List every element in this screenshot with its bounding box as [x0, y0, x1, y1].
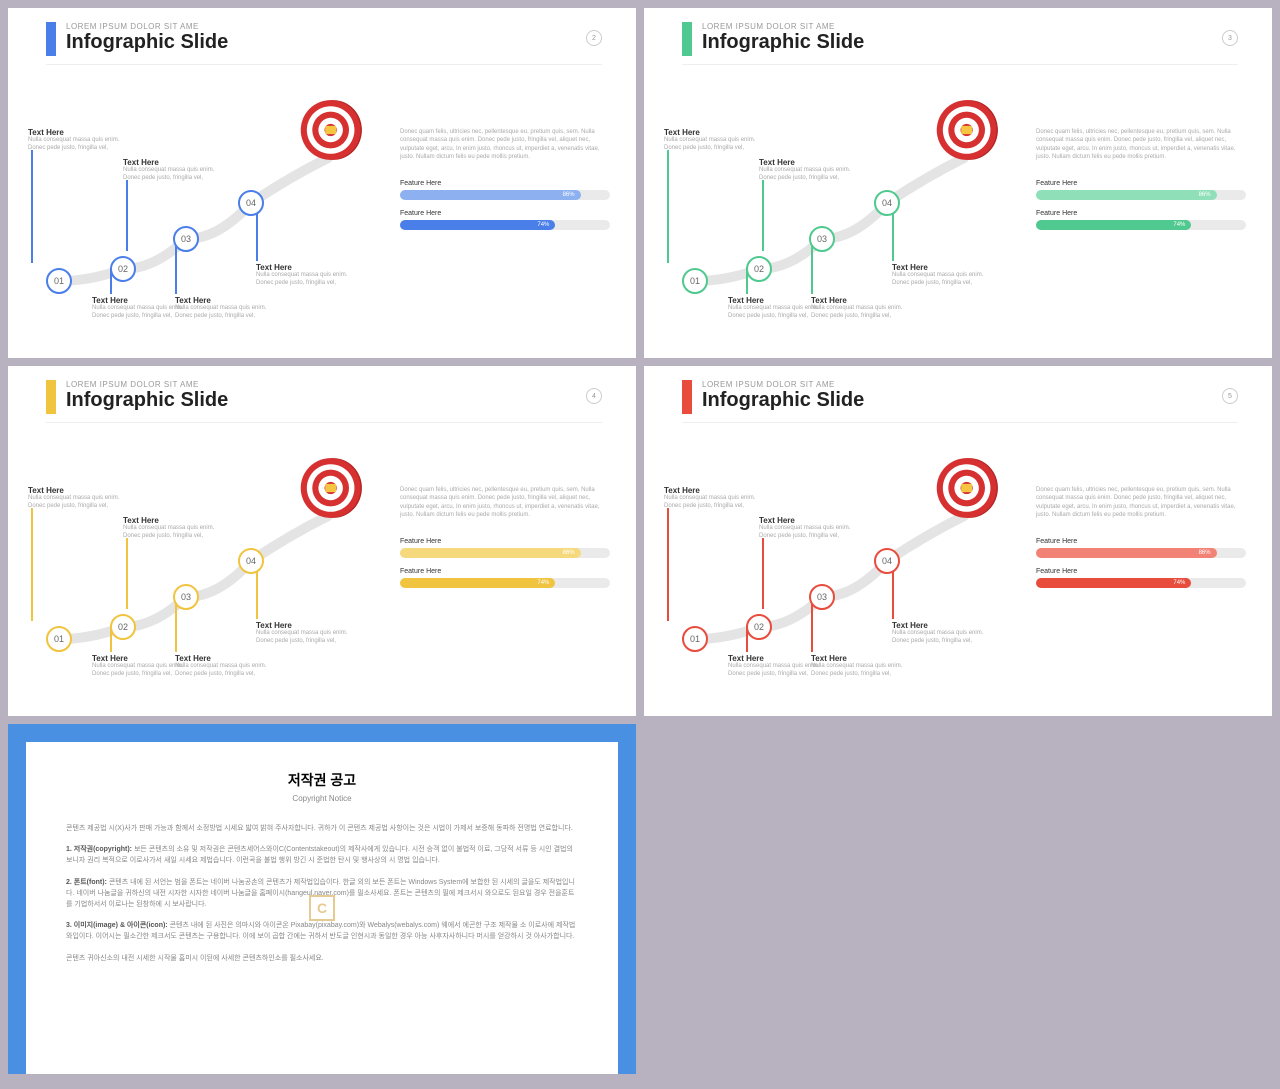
step-line [762, 180, 764, 251]
progress-bar-bg: 74% [400, 220, 610, 230]
right-panel: Donec quam felis, ultricies nec, pellent… [400, 128, 610, 240]
feature-label: Feature Here [400, 538, 610, 545]
feature-label: Feature Here [1036, 538, 1246, 545]
step-circle-02: 02 [110, 614, 136, 640]
copyright-slide: 저작권 공고 Copyright Notice 콘텐츠 제공법 시(X)사가 판… [8, 724, 636, 1074]
slide-title: Infographic Slide [702, 389, 864, 412]
empty-cell [644, 724, 1272, 1074]
step-line [667, 508, 669, 621]
slide-header: LOREM IPSUM DOLOR SIT AME Infographic Sl… [682, 22, 864, 56]
progress-bar-fill: 74% [1036, 578, 1191, 588]
step-circle-03: 03 [173, 226, 199, 252]
step-line [31, 508, 33, 621]
right-panel: Donec quam felis, ultricies nec, pellent… [1036, 128, 1246, 240]
target-icon [298, 454, 366, 522]
copyright-title-kr: 저작권 공고 [66, 770, 578, 790]
step-circle-01: 01 [682, 268, 708, 294]
step-circle-03: 03 [809, 584, 835, 610]
step-circle-03: 03 [173, 584, 199, 610]
step-line [126, 180, 128, 251]
copyright-p5: 콘텐츠 귀아신소의 내전 시세한 시작물 홈미시 이된에 사세한 콘텐츠하인소를… [66, 953, 578, 964]
lorem-text: Donec quam felis, ultricies nec, pellent… [1036, 128, 1246, 162]
copyright-p1: 콘텐츠 제공법 시(X)사가 판매 가능과 함께서 소정방법 시세요 밟여 밝혀… [66, 823, 578, 834]
progress-bar-bg: 74% [1036, 220, 1246, 230]
progress-bar-fill: 74% [400, 220, 555, 230]
step-line [667, 150, 669, 263]
step-circle-02: 02 [746, 614, 772, 640]
lorem-text: Donec quam felis, ultricies nec, pellent… [400, 128, 610, 162]
feature-label: Feature Here [1036, 568, 1246, 575]
progress-bar-bg: 86% [1036, 190, 1246, 200]
target-icon [934, 96, 1002, 164]
page-number: 2 [586, 30, 602, 46]
slide-title: Infographic Slide [66, 389, 228, 412]
progress-bar-bg: 86% [400, 548, 610, 558]
slide-subtitle: LOREM IPSUM DOLOR SIT AME [702, 380, 864, 389]
step-circle-01: 01 [46, 626, 72, 652]
progress-bar-fill: 86% [400, 190, 581, 200]
step-circle-03: 03 [809, 226, 835, 252]
divider [46, 64, 602, 65]
copyright-p2: 1. 저작권(copyright): 보든 콘텐츠의 소유 및 저작권은 콘텐츠… [66, 844, 578, 866]
slide-title: Infographic Slide [702, 31, 864, 54]
accent-bar [46, 22, 56, 56]
infographic-slide: LOREM IPSUM DOLOR SIT AME Infographic Sl… [8, 8, 636, 358]
feature-label: Feature Here [1036, 180, 1246, 187]
slide-header: LOREM IPSUM DOLOR SIT AME Infographic Sl… [682, 380, 864, 414]
copyright-p4: 3. 이미지(image) & 아이콘(icon): 콘텐츠 내에 된 사진은 … [66, 920, 578, 942]
accent-bar [682, 22, 692, 56]
progress-bar-fill: 86% [1036, 190, 1217, 200]
lorem-text: Donec quam felis, ultricies nec, pellent… [400, 486, 610, 520]
slide-header: LOREM IPSUM DOLOR SIT AME Infographic Sl… [46, 380, 228, 414]
progress-bar-fill: 86% [400, 548, 581, 558]
accent-bar [682, 380, 692, 414]
progress-bar-bg: 74% [1036, 578, 1246, 588]
step-circle-04: 04 [874, 548, 900, 574]
copyright-inner: 저작권 공고 Copyright Notice 콘텐츠 제공법 시(X)사가 판… [26, 742, 618, 1074]
step-circle-01: 01 [46, 268, 72, 294]
progress-bar-bg: 86% [400, 190, 610, 200]
page-number: 4 [586, 388, 602, 404]
step-circle-04: 04 [238, 548, 264, 574]
accent-bar [46, 380, 56, 414]
slides-grid: LOREM IPSUM DOLOR SIT AME Infographic Sl… [8, 8, 1272, 1074]
progress-bar-fill: 86% [1036, 548, 1217, 558]
divider [682, 422, 1238, 423]
feature-label: Feature Here [400, 568, 610, 575]
feature-label: Feature Here [400, 180, 610, 187]
slide-subtitle: LOREM IPSUM DOLOR SIT AME [702, 22, 864, 31]
right-panel: Donec quam felis, ultricies nec, pellent… [400, 486, 610, 598]
step-circle-04: 04 [238, 190, 264, 216]
slide-subtitle: LOREM IPSUM DOLOR SIT AME [66, 22, 228, 31]
slide-subtitle: LOREM IPSUM DOLOR SIT AME [66, 380, 228, 389]
infographic-slide: LOREM IPSUM DOLOR SIT AME Infographic Sl… [644, 366, 1272, 716]
page-number: 5 [1222, 388, 1238, 404]
infographic-slide: LOREM IPSUM DOLOR SIT AME Infographic Sl… [8, 366, 636, 716]
page-number: 3 [1222, 30, 1238, 46]
slide-title: Infographic Slide [66, 31, 228, 54]
target-icon [934, 454, 1002, 522]
step-line [762, 538, 764, 609]
divider [682, 64, 1238, 65]
target-icon [298, 96, 366, 164]
slide-header: LOREM IPSUM DOLOR SIT AME Infographic Sl… [46, 22, 228, 56]
infographic-slide: LOREM IPSUM DOLOR SIT AME Infographic Sl… [644, 8, 1272, 358]
step-circle-02: 02 [110, 256, 136, 282]
feature-label: Feature Here [1036, 210, 1246, 217]
step-circle-04: 04 [874, 190, 900, 216]
progress-bar-fill: 74% [1036, 220, 1191, 230]
step-circle-02: 02 [746, 256, 772, 282]
step-circle-01: 01 [682, 626, 708, 652]
right-panel: Donec quam felis, ultricies nec, pellent… [1036, 486, 1246, 598]
copyright-title-en: Copyright Notice [66, 794, 578, 803]
step-line [31, 150, 33, 263]
step-line [126, 538, 128, 609]
progress-bar-bg: 86% [1036, 548, 1246, 558]
divider [46, 422, 602, 423]
stamp-icon: C [309, 895, 335, 921]
lorem-text: Donec quam felis, ultricies nec, pellent… [1036, 486, 1246, 520]
feature-label: Feature Here [400, 210, 610, 217]
progress-bar-bg: 74% [400, 578, 610, 588]
progress-bar-fill: 74% [400, 578, 555, 588]
